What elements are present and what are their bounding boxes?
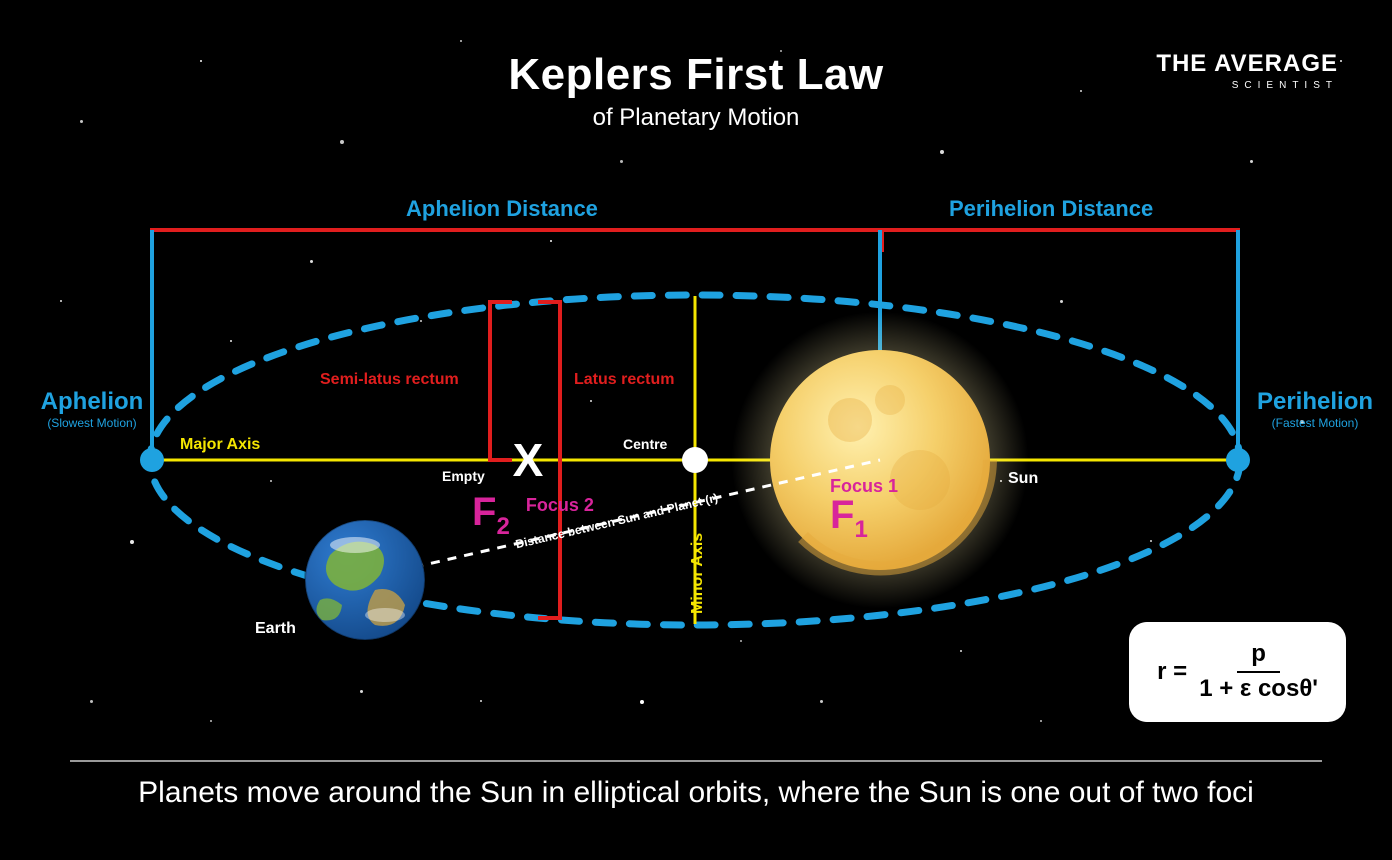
minor-axis-label: Minor Axis [689,533,707,614]
formula-box: r = p 1 + ε cosθ' [1129,622,1346,722]
centre-label: Centre [623,436,667,452]
aphelion-label: Aphelion(Slowest Motion) [32,388,152,430]
empty-label: Empty [442,468,485,484]
formula-denominator: 1 + ε cosθ' [1199,673,1318,704]
sun-spot [875,385,905,415]
formula-numerator: p [1237,640,1280,673]
f2-sub: 2 [496,513,509,540]
sun-label: Sun [1008,470,1038,488]
perihelion-bracket [882,230,1238,252]
orbit-diagram: X [0,0,1392,860]
perihelion-word: Perihelion [1250,388,1380,416]
f2-letter: F [472,490,496,534]
aphelion-bracket [152,230,880,252]
sun-spot [890,450,950,510]
caption-text: Planets move around the Sun in elliptica… [70,760,1322,810]
f1-sub: 1 [854,516,867,543]
focus2-word: Focus 2 [521,495,594,515]
earth-label: Earth [255,620,296,638]
semi-latus-label: Semi-latus rectum [320,371,459,389]
aphelion-sub: (Slowest Motion) [32,416,152,430]
major-axis-label: Major Axis [180,436,260,454]
perihelion-point [1226,448,1250,472]
perihelion-distance-label: Perihelion Distance [949,196,1153,222]
formula-fraction: p 1 + ε cosθ' [1199,640,1318,704]
aphelion-word: Aphelion [32,388,152,416]
perihelion-label: Perihelion(Fastest Motion) [1250,388,1380,430]
formula-lhs: r = [1157,658,1187,686]
f1-letter: F [830,493,854,537]
focus1-block: Focus 1F1 [830,476,898,544]
sun-spot [828,398,872,442]
perihelion-sub: (Fastest Motion) [1250,416,1380,430]
focus2-x-mark: X [513,434,544,486]
aphelion-distance-label: Aphelion Distance [406,196,598,222]
centre-point [682,447,708,473]
aphelion-point [140,448,164,472]
latus-label: Latus rectum [574,371,674,389]
semi-latus-bracket [490,302,512,460]
